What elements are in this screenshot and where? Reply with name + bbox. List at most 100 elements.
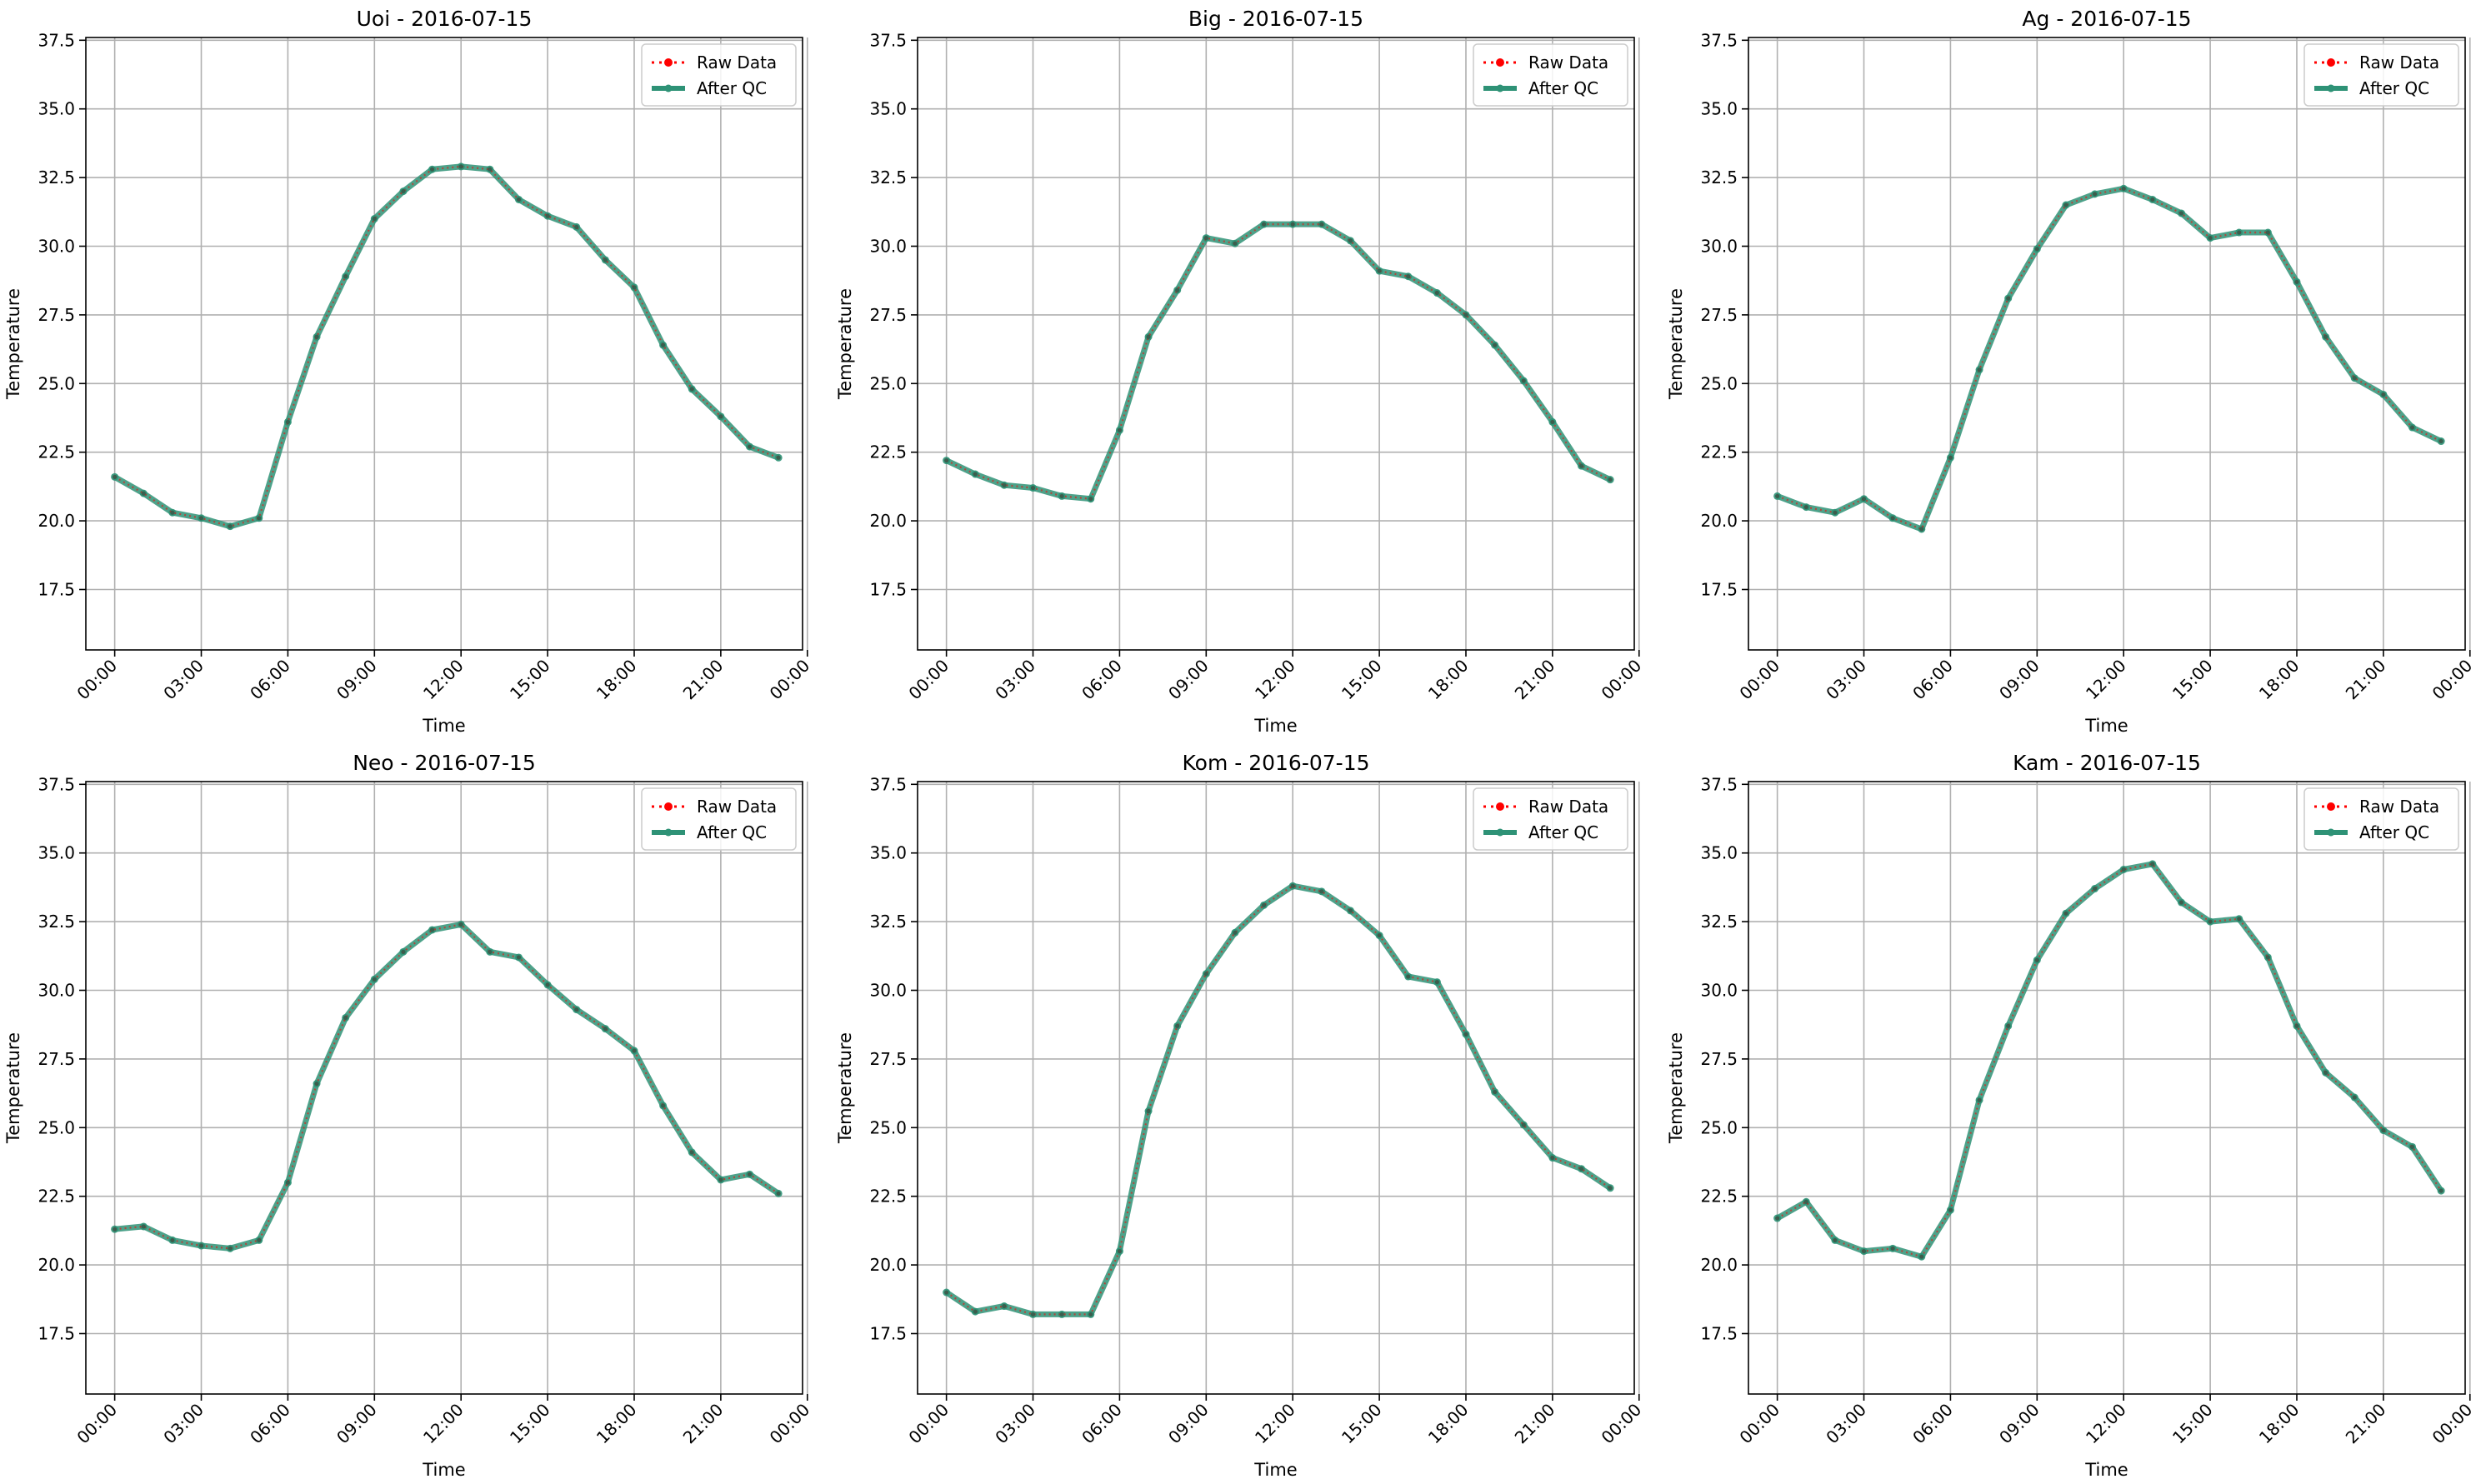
data-point-raw-data [141,1224,146,1229]
subplot-grid: Uoi - 2016-07-15 17.5 20.0 22.5 25.0 27.5 30.0… [3,7,2476,1480]
legend-label-after-qc: After QC [1528,78,1598,98]
y-tick-label: 30.0 [869,236,907,256]
data-point-raw-data [1521,378,1526,383]
data-point-raw-data [689,387,694,392]
data-point-raw-data [2265,955,2270,960]
data-point-raw-data [1319,889,1324,894]
legend-label-raw-data: Raw Data [2359,797,2439,817]
y-tick-label: 32.5 [869,167,907,187]
data-point-raw-data [2034,957,2039,962]
data-point-raw-data [632,285,637,290]
axes-frame [1748,37,2466,651]
y-axis: 17.5 20.0 22.5 25.0 27.5 30.0 32.5 35.0 37.5 [869,30,918,599]
data-point-raw-data [2006,1023,2011,1028]
data-point-raw-data [1833,510,1838,515]
y-tick-label: 20.0 [38,1255,75,1275]
legend-marker-after-qc [664,84,673,92]
x-axis-label: Time [1253,1460,1297,1480]
y-tick-label: 22.5 [869,442,907,462]
data-point-raw-data [1833,1237,1838,1243]
axes-frame [1748,781,2466,1395]
data-point-raw-data [429,167,435,172]
y-tick-label: 17.5 [38,579,75,599]
legend-label-raw-data: Raw Data [697,797,777,817]
y-tick-label: 27.5 [869,1049,907,1069]
data-point-raw-data [747,1172,753,1177]
data-point-raw-data [1948,455,1953,460]
data-point-raw-data [1406,974,1411,979]
y-tick-label: 35.0 [869,843,907,863]
grid [918,37,1640,650]
data-point-raw-data [2381,1127,2386,1133]
grid [918,782,1640,1394]
data-point-raw-data [401,949,406,954]
y-tick-label: 25.0 [38,1117,75,1137]
data-point-raw-data [574,1007,579,1012]
legend-label-raw-data: Raw Data [2359,52,2439,72]
legend-label-after-qc: After QC [697,78,767,98]
data-point-raw-data [1290,883,1295,888]
data-point-raw-data [1578,1167,1584,1172]
y-tick-label: 20.0 [1700,511,1738,531]
axes-frame [917,37,1635,651]
series-markers-raw-data [1775,186,2443,532]
data-point-raw-data [1463,1032,1468,1037]
data-point-raw-data [516,197,522,202]
x-axis-label: Time [1253,716,1297,736]
legend-label-raw-data: Raw Data [1528,797,1608,817]
x-axis-label: Time [2084,716,2128,736]
legend: Raw Data After QC [641,787,797,851]
y-tick-label: 35.0 [1700,843,1738,863]
data-point-raw-data [1493,1089,1498,1095]
data-point-raw-data [2323,1070,2328,1075]
y-tick-label: 22.5 [869,1187,907,1207]
data-point-raw-data [2352,376,2357,381]
data-point-raw-data [2294,279,2299,284]
data-point-raw-data [2063,202,2068,207]
data-point-raw-data [1608,477,1613,482]
y-axis-label: Temperature [835,1032,855,1144]
data-point-raw-data [661,1103,666,1108]
data-point-raw-data [1059,1312,1064,1317]
legend-marker-after-qc [1496,828,1504,837]
x-axis-label: Time [422,716,465,736]
legend-label-after-qc: After QC [697,822,767,842]
data-point-raw-data [603,1027,608,1032]
legend-label-after-qc: After QC [2359,78,2429,98]
data-point-raw-data [1775,493,1780,499]
y-axis-label: Temperature [3,1032,23,1144]
data-point-raw-data [113,1227,118,1232]
data-point-raw-data [574,224,579,230]
data-point-raw-data [2121,186,2126,191]
y-tick-label: 22.5 [38,442,75,462]
data-point-raw-data [2409,1144,2415,1149]
data-point-raw-data [1002,482,1007,487]
y-tick-label: 27.5 [869,305,907,325]
data-point-raw-data [2208,236,2213,241]
axes-frame [85,37,803,651]
data-point-raw-data [314,1081,319,1087]
y-tick-label: 30.0 [38,980,75,1000]
data-point-raw-data [429,927,435,932]
data-point-raw-data [2237,230,2242,235]
data-point-raw-data [1088,497,1093,502]
data-point-raw-data [1578,463,1584,468]
y-tick-label: 32.5 [869,912,907,932]
data-point-raw-data [1146,334,1151,339]
data-point-raw-data [1261,222,1267,227]
data-point-raw-data [1803,1199,1808,1204]
data-point-raw-data [1377,932,1382,938]
legend-marker-raw-data [664,802,673,811]
data-point-raw-data [257,516,262,521]
series-line-raw-data [114,165,779,527]
y-axis: 17.5 20.0 22.5 25.0 27.5 30.0 32.5 35.0 37.5 [869,774,918,1343]
data-point-raw-data [2150,862,2155,867]
data-point-raw-data [170,1237,175,1243]
data-point-raw-data [1290,222,1295,227]
y-axis-label: Temperature [1666,1032,1686,1144]
data-point-raw-data [170,510,175,515]
data-point-raw-data [2034,247,2039,252]
legend-marker-raw-data [1496,802,1504,811]
y-tick-label: 35.0 [38,99,75,119]
